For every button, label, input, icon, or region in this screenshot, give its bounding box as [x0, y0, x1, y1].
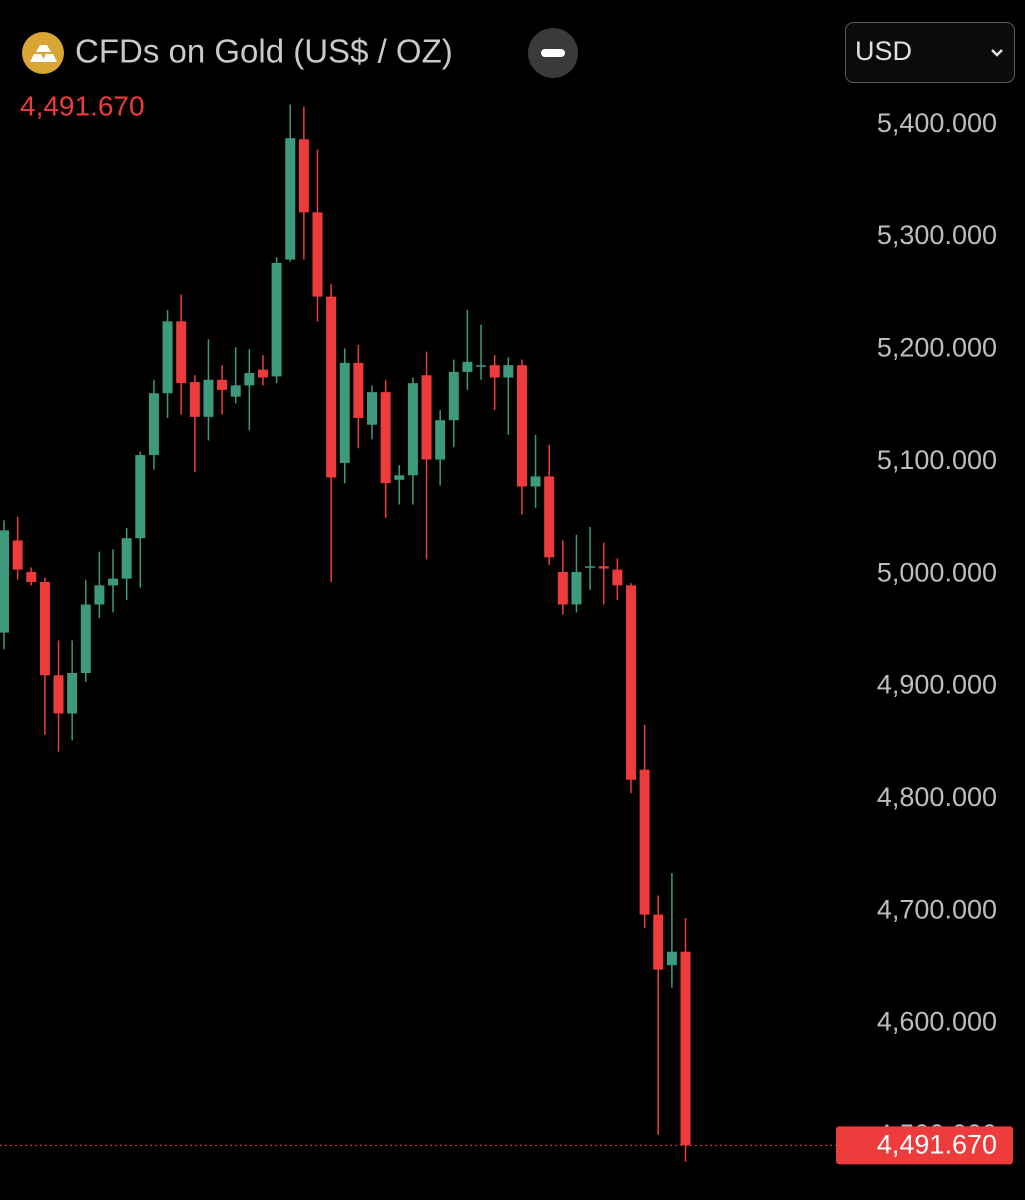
candle-body	[380, 392, 391, 484]
candle-body	[148, 393, 159, 456]
instrument-title: CFDs on Gold (US$ / OZ)	[75, 33, 453, 70]
candle-body	[666, 951, 677, 966]
candle-body	[94, 585, 105, 605]
candle-body	[312, 212, 323, 297]
current-price: 4,491.670	[20, 90, 145, 121]
candle-body	[12, 540, 23, 570]
currency-select[interactable]	[845, 22, 1015, 83]
candle-body	[585, 566, 596, 568]
candle-body	[462, 361, 473, 372]
y-tick-label: 5,400.000	[877, 108, 997, 138]
gold-logo	[22, 32, 64, 74]
gold-bars-icon	[30, 45, 57, 62]
candle-body	[680, 951, 691, 1146]
candle-body	[612, 569, 623, 586]
candle-body	[339, 362, 350, 463]
candle-body	[217, 379, 228, 390]
candle-body	[244, 373, 255, 386]
y-tick-label: 5,100.000	[877, 445, 997, 475]
candle-body	[598, 566, 609, 569]
candle-body	[203, 379, 214, 417]
last-price-tag	[836, 1126, 1013, 1165]
chevron-icon	[991, 49, 1003, 57]
last-price-label: 4,491.670	[877, 1129, 997, 1159]
candle-body	[162, 321, 173, 394]
candle-body	[476, 365, 487, 367]
currency-value: USD	[855, 36, 912, 66]
candle-body	[394, 475, 405, 480]
candle-body	[39, 582, 50, 676]
candle-body	[407, 383, 418, 476]
minus-icon	[541, 49, 565, 57]
candle-body	[108, 578, 119, 586]
candle-body	[67, 673, 78, 714]
candle-body	[0, 530, 9, 633]
y-tick-label: 5,000.000	[877, 557, 997, 587]
candle-body	[353, 362, 364, 418]
candle-body	[230, 385, 241, 397]
y-tick-label: 4,800.000	[877, 782, 997, 812]
candle-body	[271, 262, 282, 377]
y-tick-label: 5,300.000	[877, 220, 997, 250]
candle-body	[544, 476, 555, 558]
candle-body	[653, 914, 664, 970]
candle-body	[326, 296, 337, 478]
candle-body	[503, 365, 514, 378]
candle-body	[176, 321, 187, 384]
candle-body	[285, 138, 296, 260]
candle-body	[516, 365, 527, 487]
candle-body	[448, 371, 459, 421]
candle-body	[257, 369, 268, 378]
candle-body	[189, 382, 200, 417]
candle-body	[530, 476, 541, 487]
plot: 4,500.0004,600.0004,700.0004,800.0004,90…	[0, 104, 1013, 1165]
candle-body	[639, 769, 650, 915]
candle-body	[26, 571, 37, 583]
candle-body	[53, 675, 64, 714]
y-tick-label: 4,700.000	[877, 894, 997, 924]
header: CFDs on Gold (US$ / OZ) 4,491.670 USD	[20, 22, 1015, 121]
candle-body	[367, 392, 378, 425]
candle-body	[625, 585, 636, 780]
candle-body	[557, 571, 568, 605]
y-tick-label: 5,200.000	[877, 333, 997, 363]
candle-body	[571, 571, 582, 605]
y-tick-label: 4,600.000	[877, 1007, 997, 1037]
candle-body	[121, 538, 132, 579]
y-tick-label: 4,900.000	[877, 670, 997, 700]
candle-body	[135, 455, 146, 539]
candle-body	[421, 375, 432, 460]
candle-body	[298, 139, 309, 213]
candle-body	[435, 420, 446, 460]
candle-body	[80, 604, 91, 674]
candle-body	[489, 365, 500, 378]
